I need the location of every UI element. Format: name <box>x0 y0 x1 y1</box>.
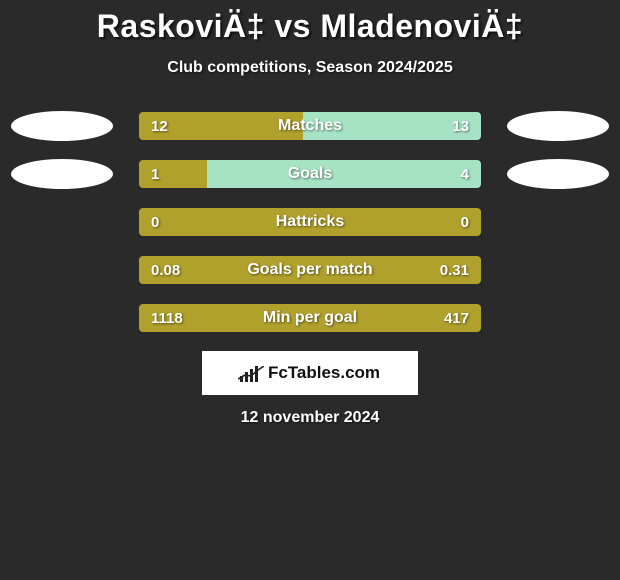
stat-right-value: 13 <box>452 118 469 135</box>
stat-label: Matches <box>139 117 481 135</box>
stat-bar: 0Hattricks0 <box>139 208 481 236</box>
stat-left-value: 12 <box>151 118 168 135</box>
date-text: 12 november 2024 <box>0 409 620 427</box>
stat-left-value: 1 <box>151 166 159 183</box>
comparison-widget: RaskoviÄ‡ vs MladenoviÄ‡ Club competitio… <box>0 0 620 427</box>
stat-label: Goals per match <box>139 261 481 279</box>
stat-left-value: 1118 <box>151 310 183 327</box>
stat-bar: 1Goals4 <box>139 160 481 188</box>
stat-row: 0.08Goals per match0.31 <box>0 255 620 285</box>
stat-bar: 12Matches13 <box>139 112 481 140</box>
stat-row: 1118Min per goal417 <box>0 303 620 333</box>
stat-bar: 0.08Goals per match0.31 <box>139 256 481 284</box>
stat-row: 12Matches13 <box>0 111 620 141</box>
stat-label: Goals <box>139 165 481 183</box>
stat-bar: 1118Min per goal417 <box>139 304 481 332</box>
page-title: RaskoviÄ‡ vs MladenoviÄ‡ <box>0 8 620 45</box>
subtitle: Club competitions, Season 2024/2025 <box>0 59 620 77</box>
stat-right-value: 0 <box>461 214 469 231</box>
stat-row: 0Hattricks0 <box>0 207 620 237</box>
stat-right-value: 417 <box>444 310 469 327</box>
logo-text: FcTables.com <box>268 363 380 383</box>
stat-row: 1Goals4 <box>0 159 620 189</box>
stat-left-value: 0 <box>151 214 159 231</box>
player-left-disc <box>11 111 113 141</box>
player-right-disc <box>507 111 609 141</box>
fctables-logo-link[interactable]: FcTables.com <box>202 351 418 395</box>
bar-chart-icon <box>240 364 262 382</box>
stat-left-value: 0.08 <box>151 262 180 279</box>
player-left-disc <box>11 159 113 189</box>
stat-right-value: 0.31 <box>440 262 469 279</box>
player-right-disc <box>507 159 609 189</box>
stat-label: Hattricks <box>139 213 481 231</box>
stat-label: Min per goal <box>139 309 481 327</box>
stat-right-value: 4 <box>461 166 469 183</box>
stat-rows: 12Matches13 1Goals4 0Hattricks0 0.08Goals p… <box>0 111 620 333</box>
